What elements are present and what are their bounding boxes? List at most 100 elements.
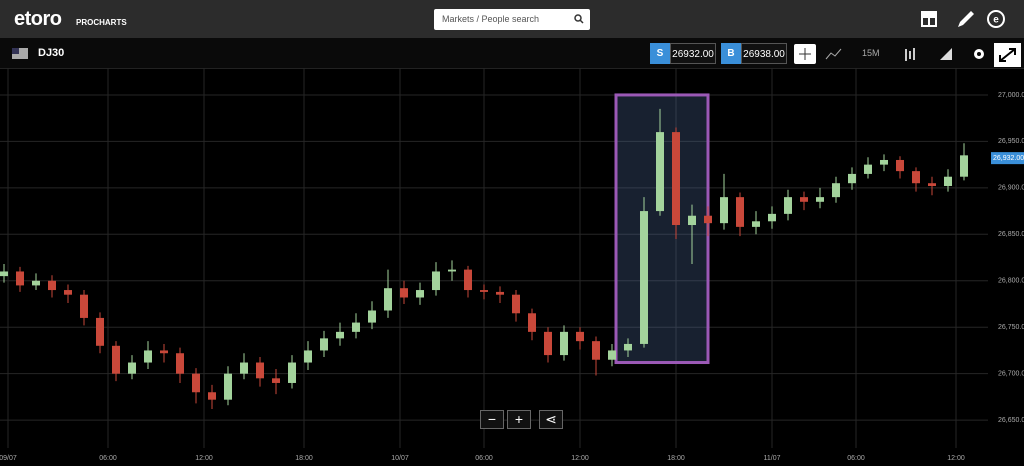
top-icons[interactable]: e: [920, 10, 1010, 30]
candle-body: [256, 362, 264, 379]
candle-body: [320, 338, 328, 351]
x-tick-label: 06:00: [99, 455, 117, 462]
instrument-name: DJ30: [38, 47, 65, 59]
candle-body: [336, 331, 344, 339]
y-tick-label: 26,750.00: [998, 324, 1024, 331]
candle-body: [816, 197, 824, 202]
x-tick-label: 12:00: [195, 455, 213, 462]
candle-body: [384, 288, 392, 311]
candle-body: [864, 164, 872, 174]
sell-price[interactable]: 26932.00: [670, 43, 716, 64]
timeframe[interactable]: 15M: [862, 48, 880, 58]
candle-body: [832, 183, 840, 198]
candle-body: [592, 341, 600, 360]
candle-body: [944, 176, 952, 186]
candle-body: [704, 215, 712, 224]
candle-body: [240, 362, 248, 374]
candle-body: [64, 290, 72, 295]
candle-body: [768, 213, 776, 222]
buy-label[interactable]: B: [721, 43, 741, 64]
candle-body: [784, 197, 792, 214]
candle-body: [720, 197, 728, 224]
logo-sub: PROCHARTS: [76, 18, 127, 27]
logo[interactable]: etoro: [14, 8, 62, 30]
x-tick-label: 10/07: [391, 455, 409, 462]
candle-body: [656, 132, 664, 212]
candle-body: [640, 211, 648, 344]
candle-body: [736, 197, 744, 227]
candle-body: [416, 290, 424, 298]
zoom-in-button[interactable]: +: [507, 410, 531, 429]
candle-body: [16, 271, 24, 286]
top-bar: etoro PROCHARTS Markets / People search …: [0, 0, 1024, 38]
candle-body: [464, 269, 472, 291]
candle-body: [544, 331, 552, 356]
candle-body: [752, 221, 760, 227]
candle-body: [352, 322, 360, 332]
y-tick-label: 26,950.00: [998, 138, 1024, 145]
x-tick-label: 09/07: [0, 455, 17, 462]
x-tick-label: 11/07: [764, 455, 781, 462]
candle-body: [880, 159, 888, 165]
y-tick-label: 27,000.00: [998, 92, 1024, 99]
tool-icons[interactable]: [794, 43, 1022, 67]
candle-body: [272, 378, 280, 383]
y-tick-label: 26,850.00: [998, 231, 1024, 238]
candle-body: [112, 345, 120, 374]
x-tick-label: 12:00: [571, 455, 589, 462]
candle-body: [160, 350, 168, 354]
candle-body: [368, 310, 376, 323]
candle-body: [896, 159, 904, 172]
candle-body: [576, 331, 584, 342]
candle-body: [624, 343, 632, 351]
y-tick-label: 26,700.00: [998, 371, 1024, 378]
candle-body: [32, 280, 40, 286]
candle-body: [496, 291, 504, 295]
candle-body: [912, 171, 920, 184]
search-box[interactable]: Markets / People search: [434, 9, 590, 30]
candle-body: [480, 290, 488, 292]
candle-body: [48, 280, 56, 291]
candle-body: [176, 353, 184, 374]
x-tick-label: 12:00: [947, 455, 965, 462]
candle-body: [400, 288, 408, 298]
candle-body: [960, 155, 968, 177]
share-button[interactable]: ⋖: [539, 410, 563, 429]
price-marker: [991, 152, 1024, 165]
candle-body: [848, 173, 856, 184]
candle-body: [432, 271, 440, 291]
y-tick-label: 26,900.00: [998, 185, 1024, 192]
search-placeholder: Markets / People search: [442, 14, 540, 24]
candle-body: [928, 183, 936, 186]
svg-text:e: e: [993, 15, 999, 26]
sell-label[interactable]: S: [650, 43, 670, 64]
candle-body: [672, 132, 680, 226]
zoom-out-button[interactable]: −: [480, 410, 504, 429]
candle-body: [192, 373, 200, 393]
x-tick-label: 06:00: [475, 455, 493, 462]
candle-body: [288, 362, 296, 383]
candle-body: [608, 350, 616, 360]
y-tick-label: 26,650.00: [998, 417, 1024, 424]
x-tick-label: 06:00: [847, 455, 865, 462]
candle-body: [512, 294, 520, 314]
candle-body: [800, 197, 808, 202]
candle-body: [0, 271, 8, 277]
search-icon: [574, 14, 584, 24]
candle-body: [560, 331, 568, 356]
flag-icon: [12, 48, 28, 59]
candle-body: [224, 373, 232, 400]
candle-body: [528, 313, 536, 332]
candle-body: [304, 350, 312, 363]
y-tick-label: 26,800.00: [998, 278, 1024, 285]
price-marker-label: 26,932.00: [993, 155, 1024, 162]
candle-body: [128, 362, 136, 374]
chart-toolbar: [0, 38, 1024, 69]
candle-body: [208, 392, 216, 400]
x-tick-label: 18:00: [667, 455, 685, 462]
candle-body: [688, 215, 696, 226]
x-tick-label: 18:00: [295, 455, 313, 462]
buy-price[interactable]: 26938.00: [741, 43, 787, 64]
